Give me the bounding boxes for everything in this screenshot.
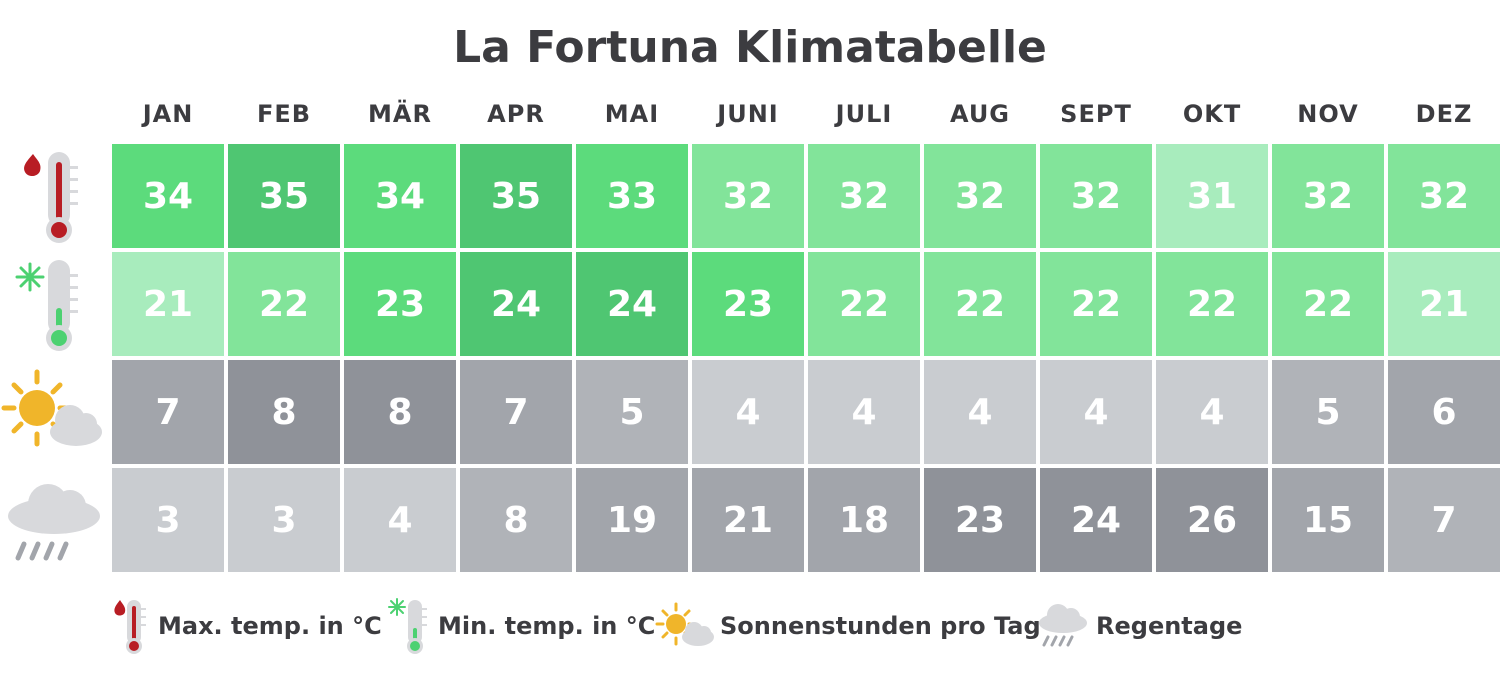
value-cell-sun: 8 — [344, 360, 456, 464]
month-header: FEB — [256, 100, 312, 128]
month-header: MÄR — [368, 100, 432, 128]
thermometer-hot-icon — [0, 144, 108, 248]
value-cell-sun: 6 — [1388, 360, 1500, 464]
month-header: DEZ — [1415, 100, 1473, 128]
value-cell-min: 22 — [1156, 252, 1268, 356]
value-cell-max: 35 — [228, 144, 340, 248]
value-cell-max: 34 — [344, 144, 456, 248]
value-cell-min: 22 — [1040, 252, 1152, 356]
value-cell-rain: 21 — [692, 468, 804, 572]
value-cell-max: 32 — [1040, 144, 1152, 248]
value-cell-max: 31 — [1156, 144, 1268, 248]
value-cell-sun: 5 — [576, 360, 688, 464]
month-header: SEPT — [1060, 100, 1132, 128]
value-cell-rain: 23 — [924, 468, 1036, 572]
value-cell-min: 22 — [808, 252, 920, 356]
value-cell-sun: 4 — [808, 360, 920, 464]
value-cell-min: 23 — [344, 252, 456, 356]
value-cell-max: 33 — [576, 144, 688, 248]
rain-cloud-icon — [1039, 604, 1087, 647]
legend-item-sun: Sonnenstunden pro Tag — [654, 594, 1041, 658]
month-header: AUG — [949, 100, 1011, 128]
month-header-row: JAN FEB MÄR APR MAI JUNI JULI AUG SEPT OKT NOV DEZ — [110, 100, 1500, 140]
thermometer-hot-icon — [114, 600, 146, 654]
value-cell-sun: 4 — [692, 360, 804, 464]
value-cell-min: 24 — [460, 252, 572, 356]
value-cell-min: 21 — [1388, 252, 1500, 356]
value-cell-sun: 8 — [228, 360, 340, 464]
value-cell-sun: 4 — [1040, 360, 1152, 464]
month-header: JAN — [142, 100, 194, 128]
value-cell-min: 23 — [692, 252, 804, 356]
value-cell-max: 34 — [112, 144, 224, 248]
value-cell-rain: 4 — [344, 468, 456, 572]
value-cell-min: 22 — [1272, 252, 1384, 356]
value-cell-min: 22 — [228, 252, 340, 356]
value-cell-max: 32 — [1388, 144, 1500, 248]
month-header: JUNI — [717, 100, 779, 128]
value-cell-min: 24 — [576, 252, 688, 356]
value-cell-rain: 19 — [576, 468, 688, 572]
legend-label-min-temp: Min. temp. in °C — [438, 612, 656, 640]
month-header: OKT — [1182, 100, 1242, 128]
value-cell-max: 32 — [808, 144, 920, 248]
climate-grid: 34 35 34 35 33 32 32 32 32 31 32 32 21 22 23 24 24 23 22 22… — [110, 144, 1500, 576]
rain-cloud-icon — [0, 468, 108, 572]
value-cell-min: 22 — [924, 252, 1036, 356]
month-header: JULI — [835, 100, 893, 128]
value-cell-min: 21 — [112, 252, 224, 356]
month-header: APR — [487, 100, 545, 128]
value-cell-max: 32 — [1272, 144, 1384, 248]
legend-label-rain: Regentage — [1096, 612, 1243, 640]
sun-cloud-icon — [655, 602, 714, 646]
value-cell-sun: 4 — [1156, 360, 1268, 464]
chart-title: La Fortuna Klimatabelle — [453, 22, 1047, 73]
value-cell-rain: 24 — [1040, 468, 1152, 572]
legend-item-rain: Regentage — [1034, 594, 1242, 658]
thermometer-cold-icon — [0, 252, 108, 356]
legend-item-min-temp: Min. temp. in °C — [386, 594, 655, 658]
thermometer-cold-icon — [388, 598, 427, 654]
value-cell-rain: 7 — [1388, 468, 1500, 572]
sun-cloud-icon — [0, 360, 108, 464]
value-cell-rain: 18 — [808, 468, 920, 572]
value-cell-sun: 7 — [112, 360, 224, 464]
value-cell-sun: 5 — [1272, 360, 1384, 464]
value-cell-max: 35 — [460, 144, 572, 248]
value-cell-max: 32 — [692, 144, 804, 248]
value-cell-rain: 8 — [460, 468, 572, 572]
value-cell-rain: 3 — [228, 468, 340, 572]
legend-label-max-temp: Max. temp. in °C — [158, 612, 382, 640]
value-cell-sun: 7 — [460, 360, 572, 464]
value-cell-rain: 15 — [1272, 468, 1384, 572]
legend-item-max-temp: Max. temp. in °C — [110, 594, 382, 658]
value-cell-rain: 3 — [112, 468, 224, 572]
legend-label-sun: Sonnenstunden pro Tag — [720, 612, 1041, 640]
value-cell-rain: 26 — [1156, 468, 1268, 572]
month-header: MAI — [604, 100, 660, 128]
month-header: NOV — [1297, 100, 1359, 128]
value-cell-max: 32 — [924, 144, 1036, 248]
value-cell-sun: 4 — [924, 360, 1036, 464]
